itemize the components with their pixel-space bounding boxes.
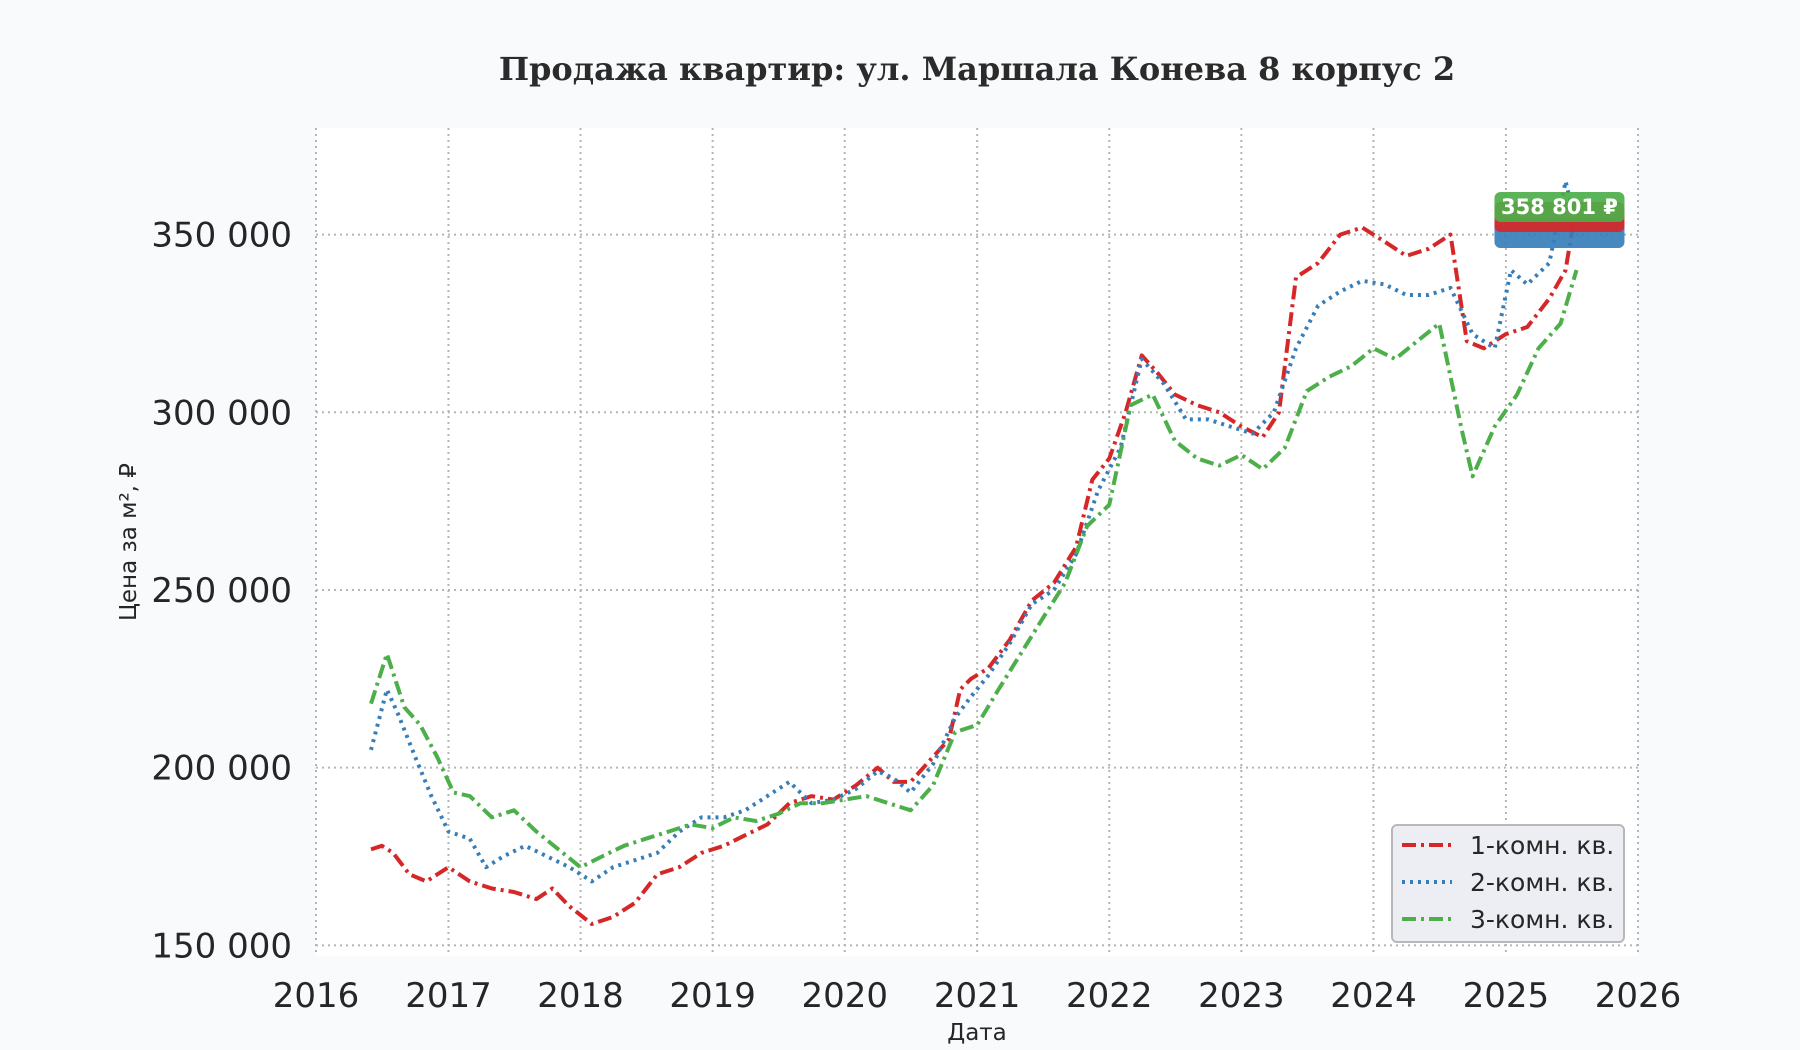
x-tick-label: 2019 (669, 976, 756, 1016)
x-tick-label: 2017 (405, 976, 492, 1016)
annotation-layer: 358 801 ₽ (1494, 192, 1625, 248)
series-layer (369, 179, 1579, 926)
x-tick-label: 2022 (1066, 976, 1153, 1016)
x-tick-label: 2020 (801, 976, 888, 1016)
last-value-label-3 (1494, 192, 1625, 222)
y-tick-label: 350 000 (151, 216, 292, 256)
last-value-text: 358 801 ₽ (1501, 195, 1618, 219)
y-tick-label: 150 000 (151, 926, 292, 966)
x-tick-label: 2023 (1198, 976, 1285, 1016)
x-tick-label: 2016 (273, 976, 360, 1016)
legend-label-1-room: 1-комн. кв. (1470, 831, 1614, 860)
x-axis-label: Дата (947, 1020, 1007, 1046)
grid (315, 128, 1639, 956)
y-tick-label: 300 000 (151, 393, 292, 433)
tick-labels: 2016 2017 2018 2019 2020 2021 2022 2023 2024 2025… (151, 216, 1681, 1016)
x-tick-label: 2018 (537, 976, 624, 1016)
legend-label-3-room: 3-комн. кв. (1470, 905, 1614, 934)
x-tick-label: 2026 (1595, 976, 1682, 1016)
x-tick-label: 2024 (1330, 976, 1417, 1016)
series-line-2-room (369, 179, 1579, 884)
x-tick-label: 2025 (1463, 976, 1550, 1016)
legend-box (1391, 824, 1625, 943)
legend: 1-комн. кв. 2-комн. кв. 3-комн. кв. (1391, 824, 1625, 943)
x-tick-label: 2021 (934, 976, 1021, 1016)
y-tick-label: 250 000 (151, 571, 292, 611)
y-tick-label: 200 000 (151, 749, 292, 789)
series-line-1-room (370, 202, 1579, 926)
legend-label-2-room: 2-комн. кв. (1470, 868, 1614, 897)
y-axis-label: Цена за м², ₽ (116, 463, 142, 621)
series-line-3-room (369, 269, 1579, 870)
chart-title: Продажа квартир: ул. Маршала Конева 8 ко… (499, 50, 1455, 88)
